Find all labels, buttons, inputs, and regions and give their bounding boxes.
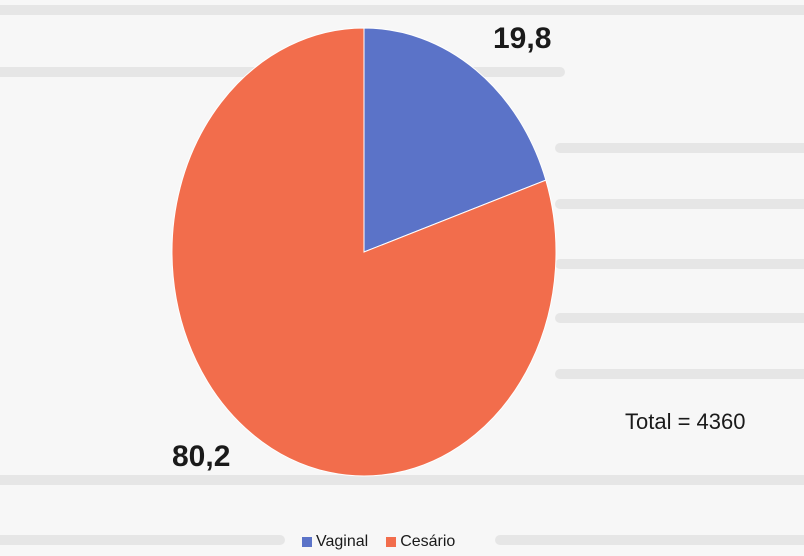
legend: Vaginal Cesário <box>302 533 455 551</box>
legend-swatch-cesario <box>386 537 397 547</box>
legend-item-vaginal: Vaginal <box>302 533 368 551</box>
total-annotation: Total = 4360 <box>625 409 746 434</box>
legend-item-cesario: Cesário <box>386 533 455 551</box>
data-label-vaginal: 19,8 <box>493 22 552 55</box>
legend-label-cesario: Cesário <box>400 533 456 550</box>
data-label-cesario: 80,2 <box>172 440 231 473</box>
pie-slice-vaginal <box>363 27 547 253</box>
legend-swatch-vaginal <box>302 537 312 547</box>
legend-label-vaginal: Vaginal <box>316 533 369 550</box>
pie-slice-cesario <box>171 27 557 477</box>
